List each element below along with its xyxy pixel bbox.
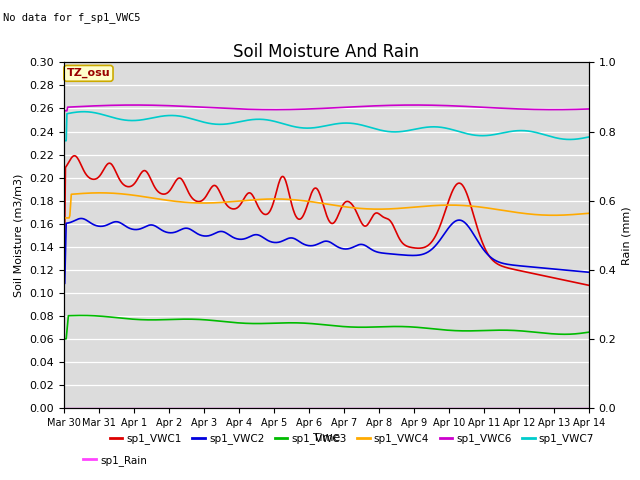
- Text: No data for f_sp1_VWC5: No data for f_sp1_VWC5: [3, 12, 141, 23]
- Legend: sp1_VWC1, sp1_VWC2, sp1_VWC3, sp1_VWC4, sp1_VWC6, sp1_VWC7: sp1_VWC1, sp1_VWC2, sp1_VWC3, sp1_VWC4, …: [106, 429, 598, 448]
- Title: Soil Moisture And Rain: Soil Moisture And Rain: [234, 43, 419, 61]
- Text: TZ_osu: TZ_osu: [67, 68, 110, 79]
- Y-axis label: Soil Moisture (m3/m3): Soil Moisture (m3/m3): [14, 173, 24, 297]
- Legend: sp1_Rain: sp1_Rain: [79, 451, 151, 470]
- Y-axis label: Rain (mm): Rain (mm): [622, 206, 632, 264]
- X-axis label: Time: Time: [313, 433, 340, 443]
